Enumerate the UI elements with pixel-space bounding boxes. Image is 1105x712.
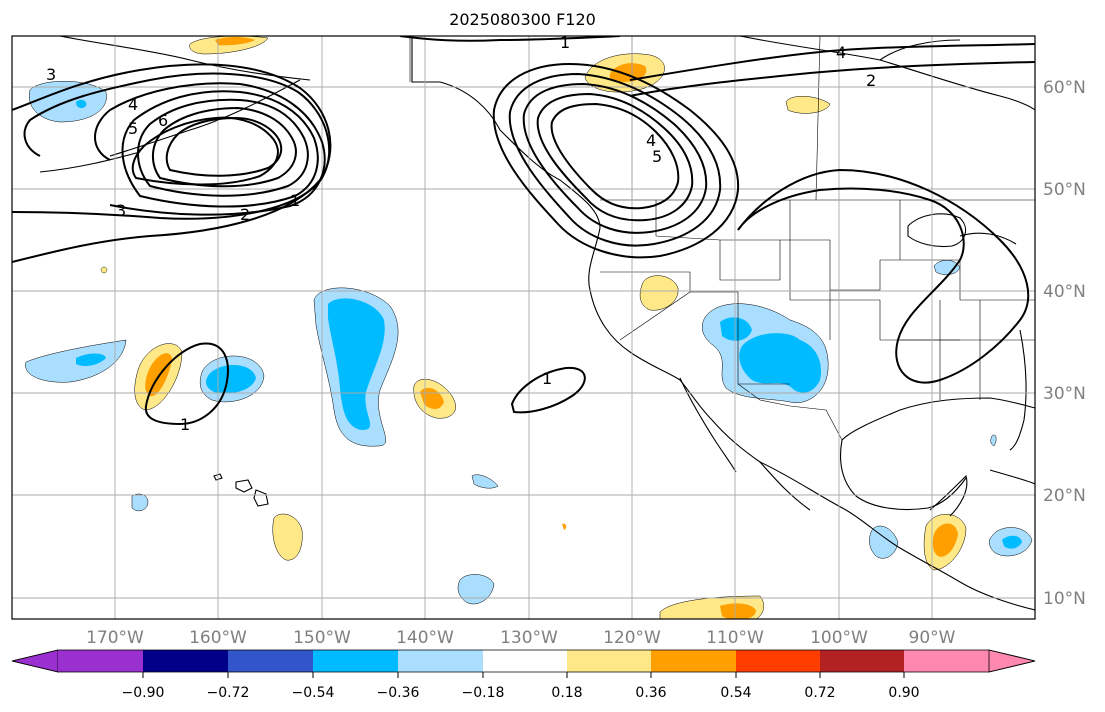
colorbar-segment bbox=[483, 650, 567, 672]
map-area: 1 2 3 4 5 6 1 2 3 4 5 4 1 1 bbox=[12, 33, 1035, 619]
shade-negative bbox=[328, 298, 385, 430]
shade-negative bbox=[457, 574, 495, 605]
lon-label: 110°W bbox=[706, 628, 764, 648]
shade-positive bbox=[609, 63, 647, 82]
colorbar-tick: −0.18 bbox=[462, 685, 505, 701]
lon-label: 160°W bbox=[189, 628, 247, 648]
contour-label: 2 bbox=[240, 205, 250, 224]
lat-label: 30°N bbox=[1043, 384, 1086, 404]
map-title: 2025080300 F120 bbox=[449, 10, 596, 29]
shaded-anomalies bbox=[25, 36, 1033, 619]
lat-label: 10°N bbox=[1043, 589, 1086, 609]
contour-label: 4 bbox=[836, 43, 846, 62]
colorbar-segment bbox=[313, 650, 398, 672]
shade-negative bbox=[990, 434, 997, 447]
shade-negative bbox=[1002, 535, 1022, 549]
graticule bbox=[12, 36, 1035, 619]
colorbar-tick: 0.18 bbox=[551, 685, 582, 701]
contour-label: 3 bbox=[46, 65, 56, 84]
contour-label: 4 bbox=[646, 131, 656, 150]
contour-label: 1 bbox=[290, 191, 300, 210]
shade-positive bbox=[639, 275, 679, 311]
contours bbox=[12, 36, 1035, 426]
shade-positive bbox=[100, 266, 108, 274]
shade-negative bbox=[76, 353, 106, 366]
contour-label: 6 bbox=[158, 111, 168, 130]
colorbar-segment bbox=[143, 650, 228, 672]
lon-label: 150°W bbox=[293, 628, 351, 648]
colorbar-segment bbox=[398, 650, 483, 672]
contour-label: 3 bbox=[116, 201, 126, 220]
contour-label: 1 bbox=[542, 369, 552, 388]
colorbar-segment bbox=[228, 650, 313, 672]
shade-positive bbox=[562, 523, 567, 530]
lat-label: 40°N bbox=[1043, 282, 1086, 302]
shade-positive bbox=[720, 603, 756, 619]
contour-label: 1 bbox=[180, 415, 190, 434]
latitude-labels: 60°N 50°N 40°N 30°N 20°N 10°N bbox=[1043, 78, 1086, 609]
colorbar-tick: −0.36 bbox=[377, 685, 420, 701]
colorbar-segment bbox=[736, 650, 820, 672]
shade-negative bbox=[25, 339, 127, 383]
shade-negative bbox=[131, 493, 149, 512]
contour-label: 5 bbox=[128, 119, 138, 138]
lon-label: 170°W bbox=[86, 628, 144, 648]
lon-label: 130°W bbox=[500, 628, 558, 648]
shade-negative bbox=[720, 317, 752, 341]
colorbar-segment bbox=[58, 650, 143, 672]
lon-label: 100°W bbox=[810, 628, 868, 648]
contour-label: 4 bbox=[128, 95, 138, 114]
lon-label: 120°W bbox=[603, 628, 661, 648]
contour-label: 2 bbox=[866, 71, 876, 90]
colorbar-tick: 0.54 bbox=[720, 685, 751, 701]
contour-labels: 1 2 3 4 5 6 1 2 3 4 5 4 1 1 bbox=[46, 33, 876, 434]
contour-label: 5 bbox=[652, 147, 662, 166]
lat-label: 60°N bbox=[1043, 78, 1086, 98]
shade-negative bbox=[76, 99, 87, 109]
colorbar-segment bbox=[904, 650, 989, 672]
colorbar-extend-low bbox=[11, 649, 59, 673]
lat-label: 20°N bbox=[1043, 486, 1086, 506]
shade-negative bbox=[869, 525, 899, 559]
shade-positive bbox=[215, 37, 255, 46]
shade-positive bbox=[272, 513, 303, 561]
coastlines bbox=[39, 36, 1035, 611]
colorbar-segment bbox=[651, 650, 736, 672]
colorbar-tick: 0.72 bbox=[804, 685, 835, 701]
lat-label: 50°N bbox=[1043, 180, 1086, 200]
shade-negative bbox=[739, 333, 822, 393]
colorbar-tick: −0.54 bbox=[292, 685, 335, 701]
shade-negative bbox=[206, 365, 256, 394]
colorbar: −0.90 −0.72 −0.54 −0.36 −0.18 0.18 0.36 … bbox=[11, 649, 1036, 701]
shade-positive bbox=[932, 523, 958, 557]
lon-label: 140°W bbox=[396, 628, 454, 648]
map-border bbox=[11, 35, 1036, 620]
longitude-labels: 170°W 160°W 150°W 140°W 130°W 120°W 110°… bbox=[86, 628, 956, 648]
lon-label: 90°W bbox=[909, 628, 956, 648]
colorbar-extend-high bbox=[988, 649, 1036, 673]
colorbar-tick: 0.90 bbox=[888, 685, 919, 701]
colorbar-tick: 0.36 bbox=[635, 685, 666, 701]
colorbar-segment bbox=[820, 650, 904, 672]
shade-positive bbox=[785, 96, 831, 114]
shade-negative bbox=[471, 474, 499, 489]
colorbar-tick: −0.72 bbox=[207, 685, 250, 701]
colorbar-tick: −0.90 bbox=[122, 685, 165, 701]
contour-label: 1 bbox=[560, 33, 570, 52]
colorbar-segment bbox=[567, 650, 651, 672]
